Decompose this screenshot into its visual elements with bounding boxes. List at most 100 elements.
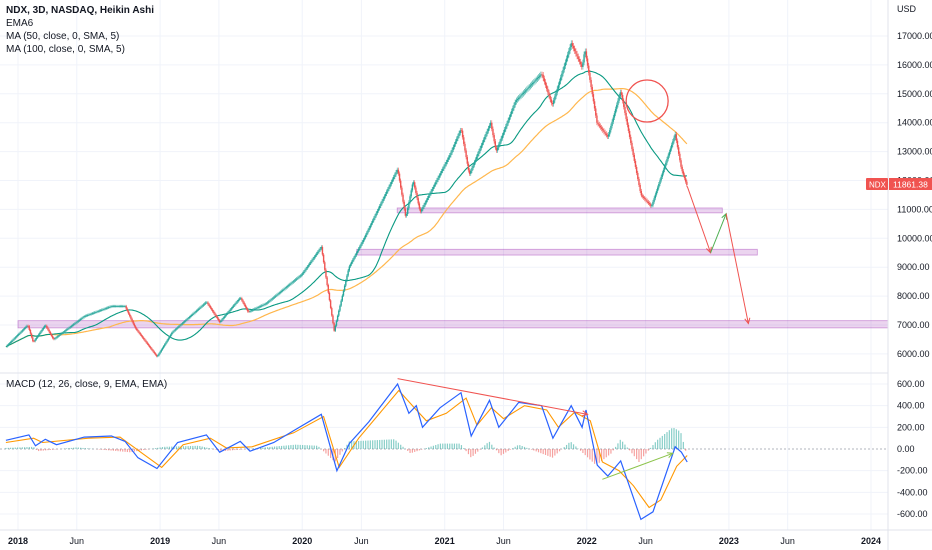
macd-histogram-bar [87,448,89,449]
candle-up [540,74,542,76]
candle-up [41,329,43,332]
candle-down [549,95,551,100]
legend-ma100: MA (100, close, 0, SMA, 5) [6,44,125,55]
candle-up [659,180,661,185]
chart-title: NDX, 3D, NASDAQ, Heikin Ashi [6,5,154,16]
candle-down [542,74,544,79]
candle-up [203,303,206,305]
candle-down [138,331,140,334]
candle-down [460,130,463,132]
macd-histogram-bar [236,449,238,450]
candle-down [215,314,217,317]
candle-up [359,246,361,249]
candle-down [644,197,646,200]
candle-up [498,144,500,148]
candle-up [64,330,67,332]
candle-up [371,220,374,223]
candle-up [190,314,193,317]
candle-up [300,274,303,276]
macd-histogram-bar [505,449,507,453]
macd-histogram-bar [215,449,217,450]
candle-up [377,208,380,211]
candle-up [101,309,103,311]
candle-up [407,208,409,215]
macd-tick-label: -400.00 [897,487,928,497]
candle-down [598,124,600,126]
macd-histogram-bar [458,443,460,449]
candle-up [83,316,85,318]
candle-down [631,142,633,149]
macd-histogram-bar [110,449,112,451]
candle-up [90,313,92,315]
candle-down [461,130,464,138]
macd-histogram-bar [40,449,42,451]
candle-down [30,333,33,338]
candle-up [336,315,339,321]
macd-histogram-bar [374,440,376,449]
candle-up [669,148,672,153]
candle-up [431,189,433,192]
candle-down [133,323,136,327]
candle-up [496,147,499,151]
candle-up [15,336,18,338]
candle-up [446,159,449,162]
candle-down [33,341,35,342]
price-tag-value-box [889,178,932,190]
time-axis[interactable]: 2018 Jun 2019 Jun 2020 Jun 2021 Jun 2022 Jun 2023 J… [8,536,881,546]
candle-up [91,313,94,315]
macd-histogram-bar [586,449,589,458]
macd-histogram-bar [421,449,423,450]
macd-histogram-bar [584,449,586,456]
macd-histogram-bar [348,441,350,449]
time-tick-label: 2020 [292,536,312,546]
macd-histogram-bar [547,449,549,456]
macd-histogram-bar [161,447,164,449]
candle-up [176,327,179,329]
macd-histogram-bar [523,446,526,449]
macd-histogram-bar [460,445,463,449]
candle-up [276,294,278,296]
candle-up [237,299,240,302]
candle-up [502,132,505,136]
candle-up [613,113,616,118]
candle-down [214,313,216,315]
candle-up [308,263,311,266]
candle-up [282,289,284,291]
candle-up [239,298,242,300]
candle-up [197,308,200,310]
candle-up [272,297,275,299]
candle-up [339,305,341,311]
macd-histogram-bar [456,443,458,449]
candle-down [400,180,402,188]
candle-up [484,136,486,140]
macd-histogram-bar [589,449,591,460]
candle-up [314,255,317,257]
macd-histogram-bar [290,445,292,449]
macd-histogram-bar [474,449,477,454]
candle-up [499,141,501,145]
macd-histogram-bar [612,449,614,451]
candle-up [196,309,199,311]
candle-up [173,330,175,332]
candle-up [341,295,344,301]
candle-down [207,302,209,305]
candle-up [249,311,251,312]
candle-up [20,331,22,333]
candle-up [334,325,336,331]
macd-histogram-bar [311,445,313,449]
arrow-head [705,246,712,254]
candle-up [391,179,394,182]
candle-up [561,73,563,78]
candle-up [665,162,667,167]
candle-up [159,351,161,354]
arrow-head [581,410,589,417]
candle-up [40,331,42,333]
macd-histogram-bar [164,446,166,449]
candle-up [617,100,619,105]
macd-tick-label: -600.00 [897,509,928,519]
candle-up [389,184,391,187]
candle-up [161,347,164,350]
candle-up [9,342,12,344]
candle-down [417,198,419,204]
